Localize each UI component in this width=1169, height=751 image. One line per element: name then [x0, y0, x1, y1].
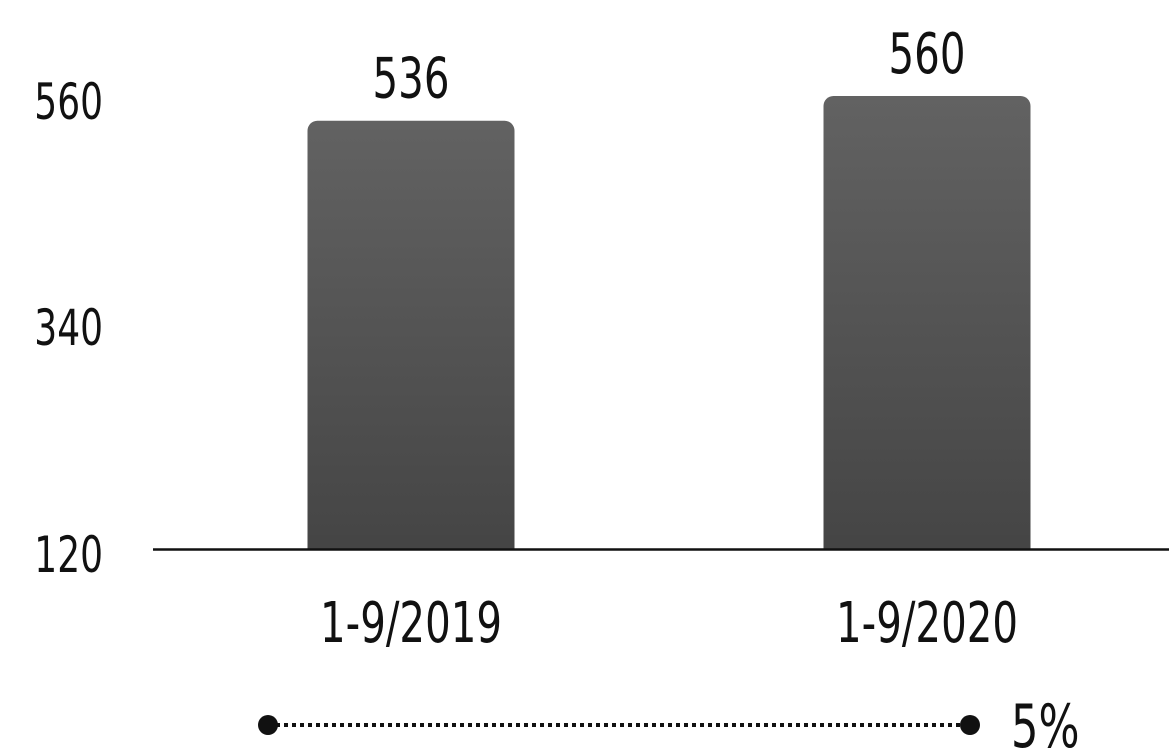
data-labels: 536 560 — [373, 21, 966, 111]
bar-base-1-9-2019 — [307, 535, 515, 549]
bar-1-9-2019 — [307, 120, 515, 549]
bar-bases — [307, 535, 1031, 549]
bar-base-1-9-2020 — [823, 535, 1031, 549]
change-start-dot — [258, 715, 278, 735]
x-tick-label-1-9-2020: 1-9/2020 — [836, 590, 1018, 655]
y-tick-label-560: 560 — [34, 74, 103, 131]
y-tick-label-340: 340 — [34, 300, 103, 357]
y-tick-label-120: 120 — [34, 527, 103, 584]
x-tick-label-1-9-2019: 1-9/2019 — [320, 590, 502, 655]
change-percent-label: 5% — [1011, 692, 1080, 751]
bars-group — [307, 96, 1031, 549]
data-label-1-9-2019: 536 — [373, 46, 450, 111]
data-label-1-9-2020: 560 — [889, 21, 966, 86]
bar-1-9-2020 — [823, 96, 1031, 549]
change-indicator: 5% — [258, 692, 1080, 751]
y-axis-ticks: 560 340 120 — [34, 74, 103, 584]
x-axis-ticks: 1-9/2019 1-9/2020 — [320, 590, 1018, 655]
change-end-dot — [960, 715, 980, 735]
